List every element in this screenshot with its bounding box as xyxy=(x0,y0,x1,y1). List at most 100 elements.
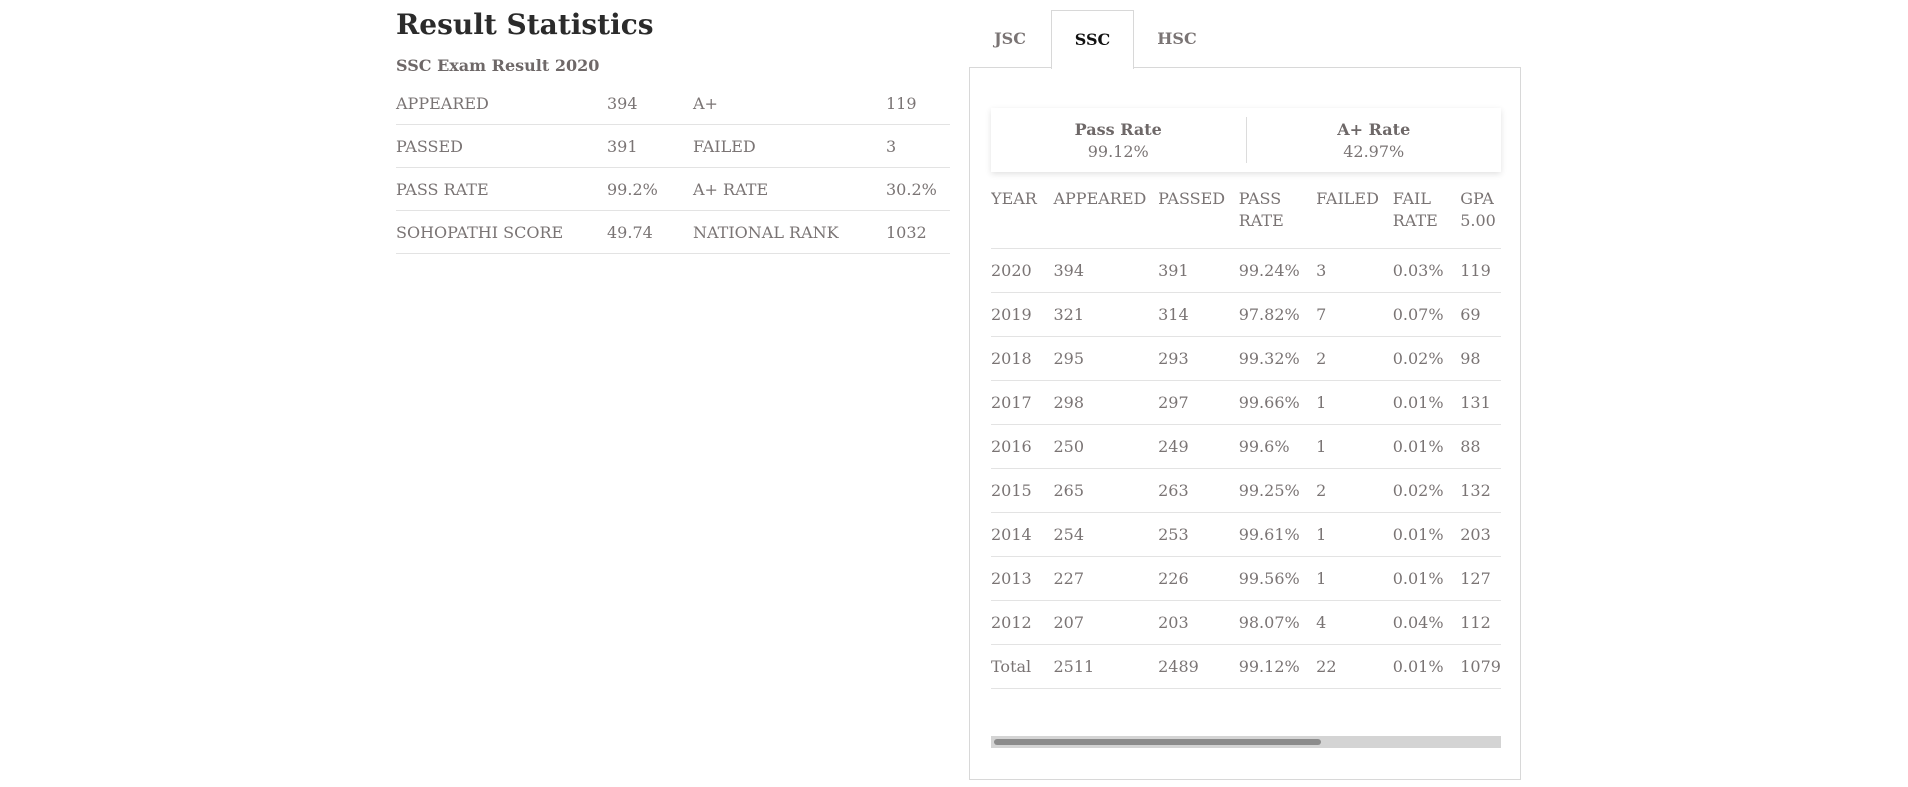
table-cell: 99.56% xyxy=(1238,556,1317,601)
table-cell: 391 xyxy=(1158,248,1239,293)
table-cell: 2015 xyxy=(991,468,1054,513)
yearly-results-body: 2020 394 391 99.24% 3 0.03% 119 2019 321 314 97.82… xyxy=(991,248,1501,689)
table-cell: 265 xyxy=(1053,468,1159,513)
table-cell: 295 xyxy=(1053,336,1159,381)
table-cell: 249 xyxy=(1158,424,1239,469)
table-cell: 132 xyxy=(1460,468,1501,513)
table-cell: 203 xyxy=(1158,600,1239,645)
table-cell: 0.04% xyxy=(1392,600,1461,645)
column-header-passed: PASSED xyxy=(1158,188,1239,249)
result-statistics-section: Result Statistics SSC Exam Result 2020 A… xyxy=(396,0,950,254)
table-cell: 250 xyxy=(1053,424,1159,469)
stat-label: PASSED xyxy=(396,124,607,168)
table-cell: 99.61% xyxy=(1238,512,1317,557)
stat-label: PASS RATE xyxy=(396,167,607,211)
table-cell: 98.07% xyxy=(1238,600,1317,645)
table-cell: 253 xyxy=(1158,512,1239,557)
table-row: 2019 321 314 97.82% 7 0.07% 69 xyxy=(991,292,1501,337)
stat-value: 3 xyxy=(886,124,950,168)
table-cell: 99.66% xyxy=(1238,380,1317,425)
horizontal-scrollbar[interactable] xyxy=(991,736,1501,748)
table-cell: 127 xyxy=(1460,556,1501,601)
table-cell: 297 xyxy=(1158,380,1239,425)
table-cell: 263 xyxy=(1158,468,1239,513)
yearly-results-scroll-area[interactable]: YEAR APPEARED PASSED PASS RATE FAILED FA… xyxy=(991,188,1501,738)
table-cell: 2012 xyxy=(991,600,1054,645)
page-title: Result Statistics xyxy=(396,8,654,41)
table-cell: 0.02% xyxy=(1392,468,1461,513)
column-header-pass-rate: PASS RATE xyxy=(1238,188,1317,249)
table-cell: 0.01% xyxy=(1392,512,1461,557)
table-cell: 226 xyxy=(1158,556,1239,601)
table-cell: 2017 xyxy=(991,380,1054,425)
table-cell: 69 xyxy=(1460,292,1501,337)
column-header-failed: FAILED xyxy=(1316,188,1393,249)
table-cell: 2019 xyxy=(991,292,1054,337)
aplus-rate-value: 42.97% xyxy=(1343,142,1405,161)
table-cell: 99.32% xyxy=(1238,336,1317,381)
table-cell: 88 xyxy=(1460,424,1501,469)
table-cell: 7 xyxy=(1316,292,1393,337)
table-row: Total 2511 2489 99.12% 22 0.01% 1079 xyxy=(991,644,1501,689)
table-cell: 1079 xyxy=(1460,644,1501,689)
stat-value: 391 xyxy=(607,124,693,168)
yearly-results-table: YEAR APPEARED PASSED PASS RATE FAILED FA… xyxy=(991,188,1501,689)
table-cell: 293 xyxy=(1158,336,1239,381)
stats-row: PASSED 391 FAILED 3 xyxy=(396,124,950,168)
stat-label: NATIONAL RANK xyxy=(693,210,886,254)
stat-label: A+ xyxy=(693,82,886,125)
exam-tabs-section: JSC SSC HSC Pass Rate 99.12% A+ Rate 42.… xyxy=(969,10,1521,780)
exam-tabs: JSC SSC HSC xyxy=(969,10,1521,69)
table-cell: 2013 xyxy=(991,556,1054,601)
table-cell: 22 xyxy=(1316,644,1393,689)
table-cell: 0.01% xyxy=(1392,380,1461,425)
stat-value: 30.2% xyxy=(886,167,950,211)
table-cell: 99.25% xyxy=(1238,468,1317,513)
table-cell: 98 xyxy=(1460,336,1501,381)
stat-label: A+ RATE xyxy=(693,167,886,211)
stats-row: SOHOPATHI SCORE 49.74 NATIONAL RANK 1032 xyxy=(396,210,950,254)
tab-panel-ssc: Pass Rate 99.12% A+ Rate 42.97% YEAR APP… xyxy=(969,67,1521,780)
tab-jsc[interactable]: JSC xyxy=(994,29,1026,48)
table-row: 2012 207 203 98.07% 4 0.04% 112 xyxy=(991,600,1501,645)
table-cell: 112 xyxy=(1460,600,1501,645)
tab-hsc[interactable]: HSC xyxy=(1157,29,1197,48)
table-cell: 1 xyxy=(1316,424,1393,469)
aplus-rate-summary: A+ Rate 42.97% xyxy=(1245,117,1502,163)
stat-label: APPEARED xyxy=(396,82,607,125)
result-stats-table: APPEARED 394 A+ 119 PASSED 391 FAILED 3 … xyxy=(396,82,950,254)
stat-value: 49.74 xyxy=(607,210,693,254)
table-row: 2017 298 297 99.66% 1 0.01% 131 xyxy=(991,380,1501,425)
stat-value: 99.2% xyxy=(607,167,693,211)
table-row: 2016 250 249 99.6% 1 0.01% 88 xyxy=(991,424,1501,469)
table-cell: 0.07% xyxy=(1392,292,1461,337)
stat-value: 394 xyxy=(607,82,693,125)
stats-row: APPEARED 394 A+ 119 xyxy=(396,82,950,125)
pass-rate-value: 99.12% xyxy=(1087,142,1149,161)
table-cell: 0.03% xyxy=(1392,248,1461,293)
table-row: 2013 227 226 99.56% 1 0.01% 127 xyxy=(991,556,1501,601)
table-cell: 254 xyxy=(1053,512,1159,557)
table-cell: 0.01% xyxy=(1392,556,1461,601)
column-header-appeared: APPEARED xyxy=(1053,188,1159,249)
table-row: 2018 295 293 99.32% 2 0.02% 98 xyxy=(991,336,1501,381)
table-cell: 314 xyxy=(1158,292,1239,337)
table-row: 2020 394 391 99.24% 3 0.03% 119 xyxy=(991,248,1501,293)
table-cell: 203 xyxy=(1460,512,1501,557)
pass-rate-summary: Pass Rate 99.12% xyxy=(991,108,1246,172)
table-cell: 2 xyxy=(1316,336,1393,381)
table-row: 2014 254 253 99.61% 1 0.01% 203 xyxy=(991,512,1501,557)
table-cell: 99.24% xyxy=(1238,248,1317,293)
table-cell: Total xyxy=(991,644,1054,689)
exam-result-subtitle: SSC Exam Result 2020 xyxy=(396,56,600,75)
stat-value: 119 xyxy=(886,82,950,125)
column-header-year: YEAR xyxy=(991,188,1054,249)
table-cell: 2489 xyxy=(1158,644,1239,689)
summary-card: Pass Rate 99.12% A+ Rate 42.97% xyxy=(991,108,1501,172)
table-cell: 2014 xyxy=(991,512,1054,557)
table-cell: 4 xyxy=(1316,600,1393,645)
tab-ssc[interactable]: SSC xyxy=(1051,10,1134,69)
table-cell: 2511 xyxy=(1053,644,1159,689)
scrollbar-thumb[interactable] xyxy=(994,739,1321,745)
